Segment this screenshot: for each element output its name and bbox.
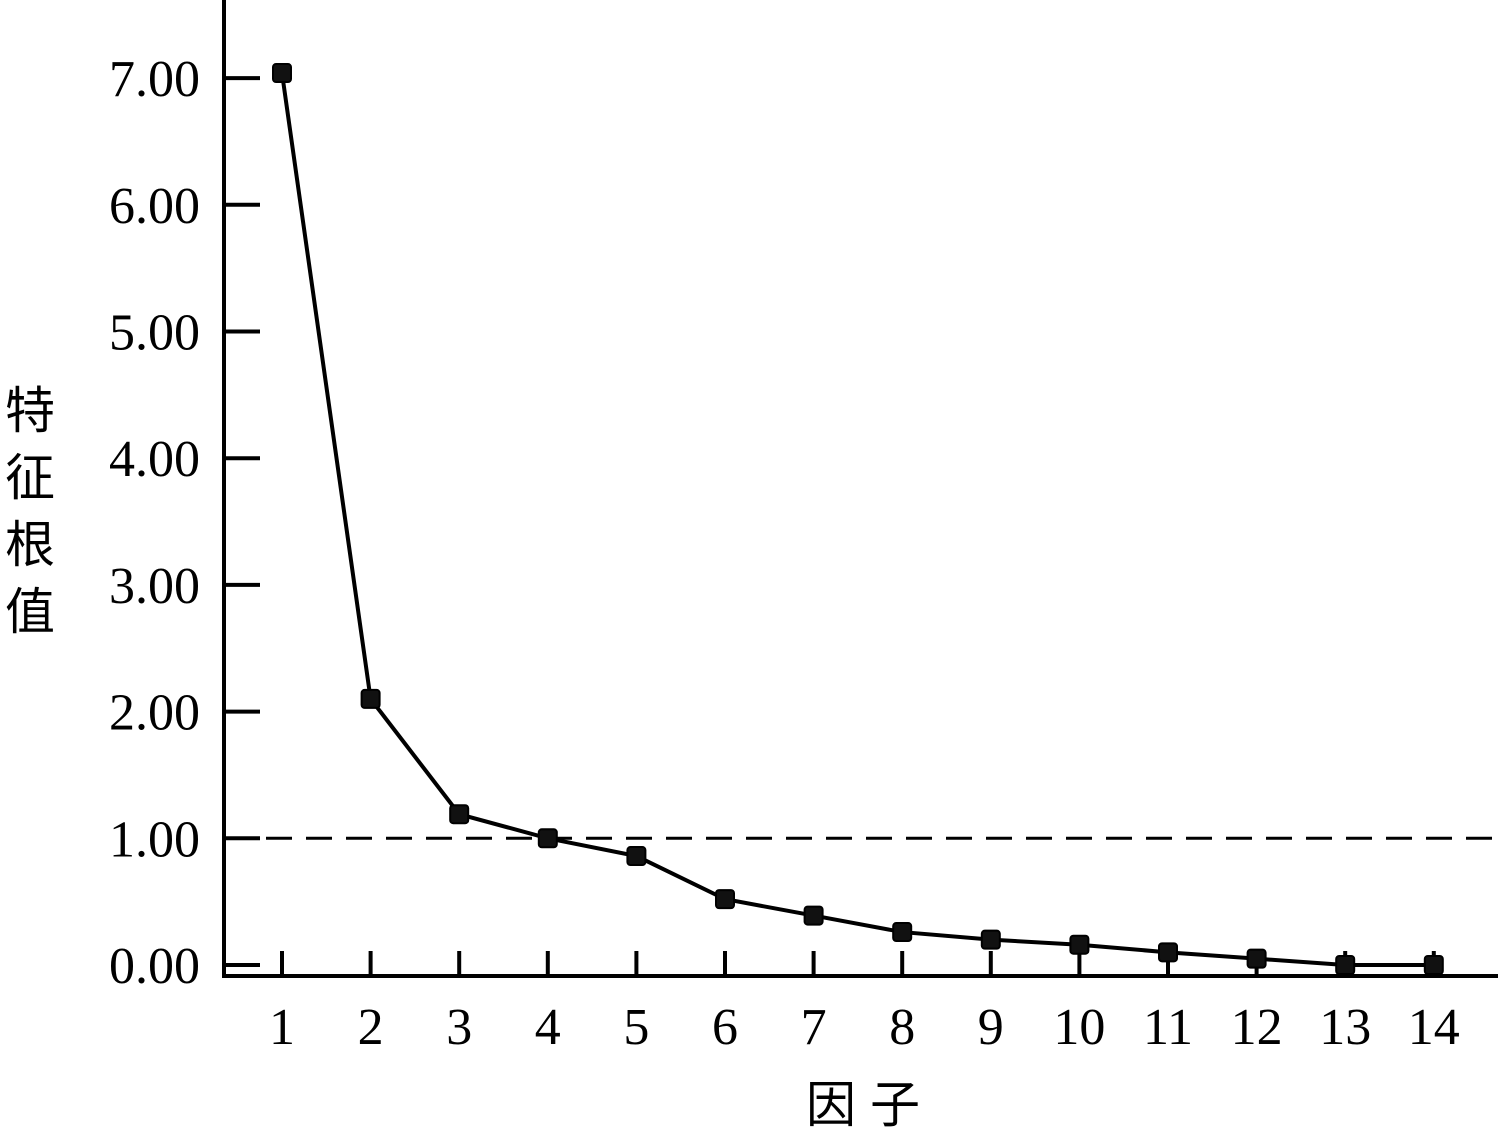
y-tick-label: 2.00: [109, 685, 200, 742]
y-tick-label: 7.00: [109, 51, 200, 108]
x-tick-label: 6: [712, 999, 738, 1056]
x-tick-label: 12: [1231, 999, 1283, 1056]
x-tick-label: 8: [889, 999, 915, 1056]
data-point-marker: [537, 828, 558, 849]
x-ticks: 1 2 3 4 5 6 7 8 9 10 11 12 13 14: [269, 951, 1460, 1056]
y-axis-title-char: 征: [5, 449, 55, 507]
data-point-marker: [626, 846, 647, 867]
data-point-marker: [360, 688, 381, 709]
data-point-marker: [803, 905, 824, 926]
x-tick-label: 11: [1143, 999, 1193, 1056]
x-tick-label: 13: [1319, 999, 1371, 1056]
y-axis-title-char: 根: [5, 516, 55, 574]
data-point-marker: [1423, 955, 1444, 975]
data-point-marker: [449, 804, 470, 825]
data-point-marker: [715, 889, 735, 910]
x-tick-label: 3: [446, 999, 472, 1056]
y-ticks: 0.00 1.00 2.00 3.00 4.00 5.00 6.00 7.00: [109, 51, 260, 995]
y-tick-label: 0.00: [109, 938, 200, 995]
data-point-marker: [1246, 948, 1267, 969]
data-point-marker: [1158, 942, 1178, 963]
x-tick-label: 10: [1053, 999, 1105, 1056]
data-point-marker: [892, 922, 913, 943]
x-tick-label: 9: [978, 999, 1004, 1056]
data-point-marker: [1069, 934, 1090, 955]
x-axis-title: 因子: [806, 1076, 934, 1127]
data-markers: [272, 63, 1444, 975]
data-point-marker: [272, 63, 292, 84]
axes: [222, 0, 1498, 978]
y-tick-label: 4.00: [109, 431, 200, 488]
x-tick-label: 1: [269, 999, 295, 1056]
x-tick-label: 14: [1408, 999, 1460, 1056]
eigenvalue-series-line: [280, 72, 1434, 967]
x-tick-label: 5: [623, 999, 649, 1056]
data-point-marker: [1335, 955, 1356, 975]
y-axis-title-char: 特: [5, 382, 55, 440]
y-tick-label: 1.00: [109, 811, 200, 868]
y-axis-title-char: 值: [5, 583, 55, 641]
data-point-marker: [980, 929, 1001, 950]
y-tick-label: 5.00: [109, 305, 200, 362]
y-tick-label: 3.00: [109, 558, 200, 615]
y-tick-label: 6.00: [109, 178, 200, 235]
x-tick-label: 7: [801, 999, 827, 1056]
x-tick-label: 2: [358, 999, 384, 1056]
x-tick-label: 4: [535, 999, 561, 1056]
